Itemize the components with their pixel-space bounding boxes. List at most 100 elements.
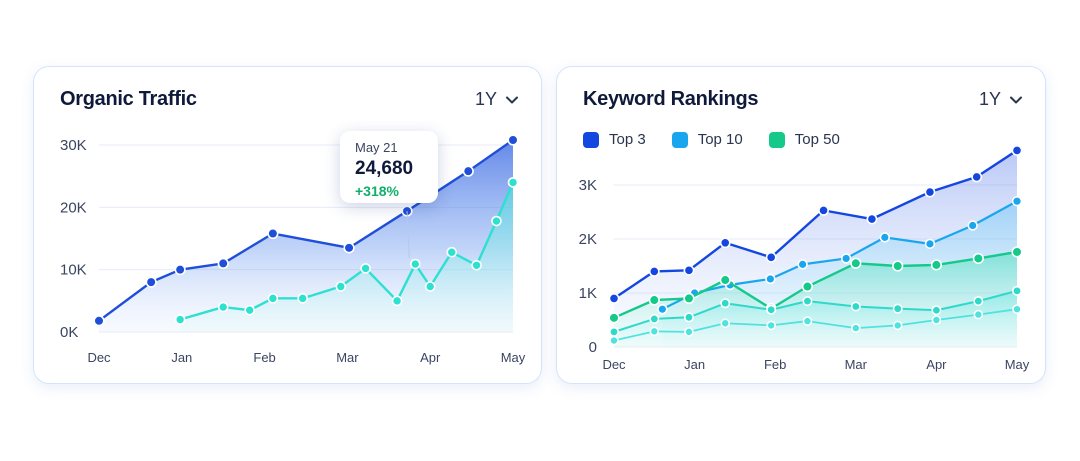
data-point-s2-7 xyxy=(360,263,371,274)
y-tick-label: 1K xyxy=(579,285,597,302)
data-point-s2-14 xyxy=(507,177,519,188)
x-tick-label: May xyxy=(1005,357,1030,372)
data-point-s1-9 xyxy=(507,134,519,146)
legend-item-top10[interactable]: Top 10 xyxy=(671,131,743,148)
data-point-s1-5 xyxy=(765,251,777,263)
organic-traffic-card: Organic Traffic 1Y 0K 10K 20K 30K Dec Jan Feb M… xyxy=(33,66,542,384)
legend-item-top3[interactable]: Top 3 xyxy=(583,131,646,148)
legend-swatch-top10 xyxy=(671,131,688,148)
data-point-s3-4 xyxy=(719,274,731,286)
data-point-s2-1 xyxy=(174,314,186,325)
data-point-s5-3 xyxy=(684,327,694,337)
series-line-1 xyxy=(612,149,1019,300)
x-tick-label: Feb xyxy=(253,350,275,365)
data-point-s1-8 xyxy=(462,165,474,177)
data-point-s2-3 xyxy=(244,304,255,316)
x-tick-label: Mar xyxy=(336,350,359,365)
data-point-s4-7 xyxy=(850,301,861,312)
data-point-s4-2 xyxy=(649,313,660,324)
data-point-s3-8 xyxy=(892,260,904,272)
series-line-2 xyxy=(661,200,1019,311)
data-point-s1-2 xyxy=(145,276,157,288)
data-point-s2-5 xyxy=(797,259,808,270)
x-tick-label: Jan xyxy=(171,350,192,365)
data-point-s2-12 xyxy=(471,260,482,271)
tooltip-change: +318% xyxy=(355,183,399,199)
chevron-down-icon xyxy=(506,96,518,103)
tooltip-value: 24,680 xyxy=(355,158,414,179)
data-point-s3-1 xyxy=(608,312,620,324)
series-area-2 xyxy=(180,182,514,332)
data-point-s1-9 xyxy=(971,171,983,183)
data-point-s2-2 xyxy=(217,301,229,313)
data-point-s1-7 xyxy=(866,213,878,225)
data-point-s5-9 xyxy=(931,315,942,325)
data-point-s4-11 xyxy=(1011,285,1022,296)
data-point-s1-2 xyxy=(648,265,660,277)
data-point-s2-10 xyxy=(424,281,436,292)
x-tick-label: Feb xyxy=(764,357,786,372)
data-point-s4-1 xyxy=(608,326,619,337)
data-point-s3-3 xyxy=(683,292,695,304)
keyword-rankings-card: Keyword Rankings 1Y Top 3 Top 10 Top 50 … xyxy=(556,66,1046,384)
y-tick-label: 20K xyxy=(60,199,87,216)
traffic-range-value: 1Y xyxy=(474,89,497,109)
x-tick-label: Jan xyxy=(684,357,705,372)
data-point-s2-9 xyxy=(967,220,978,231)
data-point-s5-6 xyxy=(802,316,813,326)
data-point-s2-4 xyxy=(267,293,279,304)
data-point-s2-8 xyxy=(391,295,403,307)
data-point-s2-11 xyxy=(446,246,458,258)
data-point-s3-10 xyxy=(972,252,984,265)
data-point-s2-8 xyxy=(924,238,936,250)
data-point-s1-3 xyxy=(174,264,186,276)
x-tick-label: Dec xyxy=(602,357,626,372)
traffic-tooltip: May 21 24,680 +318% xyxy=(340,131,438,203)
data-point-s4-8 xyxy=(892,303,903,314)
data-point-s5-2 xyxy=(649,326,660,337)
keywords-legend: Top 3 Top 10 Top 50 xyxy=(583,131,840,148)
data-point-s1-4 xyxy=(719,237,731,249)
data-point-s1-5 xyxy=(267,227,279,240)
legend-item-top50[interactable]: Top 50 xyxy=(768,131,840,148)
data-point-s1-4 xyxy=(217,257,229,270)
data-point-s1-1 xyxy=(93,315,105,327)
legend-label-top50: Top 50 xyxy=(794,131,840,148)
x-tick-label: Apr xyxy=(420,350,441,365)
legend-swatch-top3 xyxy=(583,131,599,148)
data-point-s5-4 xyxy=(720,318,731,329)
data-point-s3-7 xyxy=(850,257,862,269)
data-point-s4-4 xyxy=(720,298,731,309)
data-point-s5-7 xyxy=(850,323,861,333)
x-tick-label: Dec xyxy=(87,350,111,365)
keywords-range-dropdown[interactable]: 1Y xyxy=(979,89,1023,110)
data-point-s1-1 xyxy=(608,292,620,304)
data-point-s3-6 xyxy=(801,280,814,293)
data-point-s5-8 xyxy=(892,320,903,331)
keywords-range-value: 1Y xyxy=(978,89,1001,109)
data-point-s5-5 xyxy=(766,320,776,331)
keyword-rankings-title: Keyword Rankings xyxy=(583,88,759,110)
data-point-s1-8 xyxy=(924,186,936,198)
y-tick-label: 3K xyxy=(579,177,597,194)
data-point-s1-10 xyxy=(1011,145,1023,156)
y-tick-label: 0K xyxy=(60,324,78,341)
data-point-s2-7 xyxy=(879,232,891,243)
tooltip-date: May 21 xyxy=(355,140,398,155)
data-point-s4-5 xyxy=(766,304,777,315)
organic-traffic-title: Organic Traffic xyxy=(60,88,197,110)
chevron-down-icon xyxy=(1010,96,1022,103)
data-point-s1-3 xyxy=(683,264,695,276)
data-point-s1-6 xyxy=(343,242,355,254)
data-point-s2-5 xyxy=(297,293,308,304)
data-point-s3-2 xyxy=(648,294,660,306)
legend-label-top10: Top 10 xyxy=(697,131,743,148)
data-point-s2-9 xyxy=(409,258,421,270)
data-point-s5-11 xyxy=(1012,304,1022,314)
data-point-s2-1 xyxy=(657,304,668,315)
traffic-range-dropdown[interactable]: 1Y xyxy=(475,89,519,110)
data-point-s1-6 xyxy=(818,204,829,216)
data-point-s2-6 xyxy=(840,253,852,264)
y-tick-label: 30K xyxy=(60,137,87,154)
tooltip-pointer-line xyxy=(406,211,410,259)
